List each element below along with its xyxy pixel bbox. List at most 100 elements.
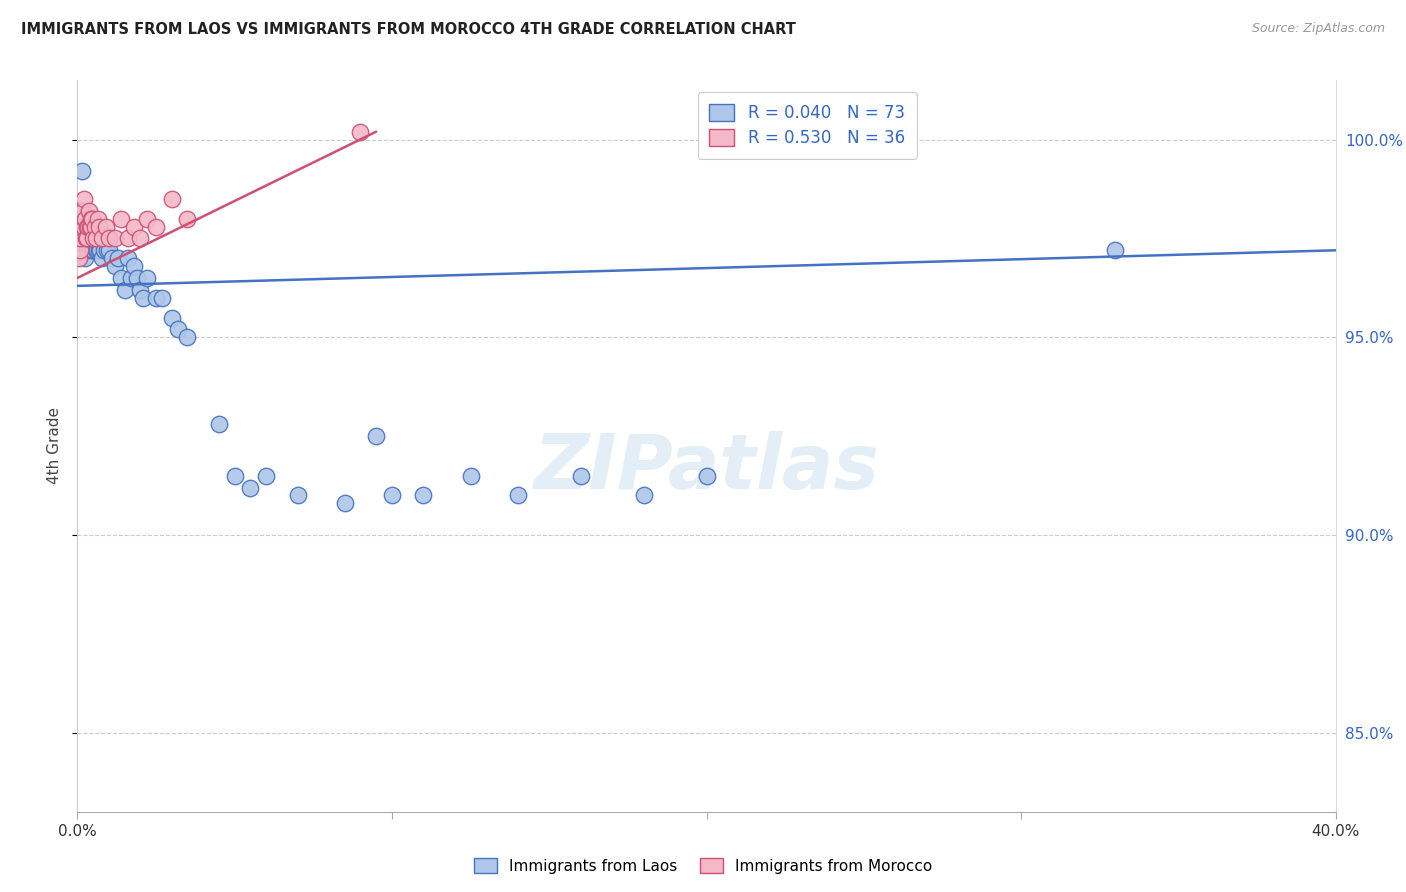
Text: IMMIGRANTS FROM LAOS VS IMMIGRANTS FROM MOROCCO 4TH GRADE CORRELATION CHART: IMMIGRANTS FROM LAOS VS IMMIGRANTS FROM … [21,22,796,37]
Point [122,259,145,273]
Point [110,271,132,285]
Point [89,231,111,245]
Point [333,496,356,510]
Point [83,231,105,245]
Point [117,251,139,265]
Point [77,219,100,234]
Point [87,231,110,245]
Legend: R = 0.040   N = 73, R = 0.530   N = 36: R = 0.040 N = 73, R = 0.530 N = 36 [697,92,917,159]
Point [107,251,129,265]
Point [239,481,262,495]
Point [176,211,198,226]
Point [75,211,97,226]
Point [75,231,97,245]
Point [135,211,157,226]
Point [696,468,718,483]
Point [87,244,110,258]
Point [254,468,277,483]
Point [84,244,107,258]
Point [73,231,96,245]
Point [76,231,98,245]
Point [97,231,120,245]
Point [72,231,94,245]
Point [208,417,231,432]
Point [349,125,371,139]
Point [67,251,90,265]
Point [129,231,152,245]
Point [80,244,103,258]
Point [135,271,157,285]
Point [82,219,104,234]
Point [127,271,149,285]
Point [91,251,114,265]
Point [145,219,167,234]
Point [120,271,142,285]
Point [84,231,107,245]
Point [72,219,94,234]
Point [129,283,152,297]
Point [122,219,145,234]
Point [89,244,111,258]
Point [75,219,97,234]
Point [160,192,183,206]
Point [70,219,93,234]
Point [80,231,103,245]
Point [76,219,98,234]
Point [117,231,139,245]
Point [76,231,98,245]
Point [82,244,104,258]
Point [84,231,107,245]
Point [145,291,167,305]
Point [76,231,98,245]
Point [72,203,94,218]
Text: Source: ZipAtlas.com: Source: ZipAtlas.com [1251,22,1385,36]
Point [69,231,91,245]
Point [70,164,93,178]
Point [75,211,97,226]
Point [412,488,434,502]
Point [93,244,115,258]
Point [82,231,104,245]
Point [79,211,101,226]
Legend: Immigrants from Laos, Immigrants from Morocco: Immigrants from Laos, Immigrants from Mo… [468,852,938,880]
Point [72,219,94,234]
Point [90,231,112,245]
Point [94,219,117,234]
Text: ZIPatlas: ZIPatlas [533,431,880,505]
Point [160,310,183,325]
Point [94,231,117,245]
Point [176,330,198,344]
Point [79,219,101,234]
Point [150,291,173,305]
Point [96,244,118,258]
Point [91,231,114,245]
Point [79,231,101,245]
Point [77,219,100,234]
Point [89,219,111,234]
Point [79,219,101,234]
Point [69,211,91,226]
Point [82,231,104,245]
Point [110,211,132,226]
Point [366,429,388,443]
Point [73,192,96,206]
Point [87,211,110,226]
Point [287,488,309,502]
Point [569,468,592,483]
Point [114,283,136,297]
Point [69,231,91,245]
Point [70,203,93,218]
Point [224,468,246,483]
Point [167,322,190,336]
Point [83,219,105,234]
Point [76,244,98,258]
Point [70,219,93,234]
Point [132,291,155,305]
Point [79,203,101,218]
Point [633,488,655,502]
Point [104,231,127,245]
Y-axis label: 4th Grade: 4th Grade [46,408,62,484]
Point [70,211,93,226]
Point [97,244,120,258]
Point [69,244,91,258]
